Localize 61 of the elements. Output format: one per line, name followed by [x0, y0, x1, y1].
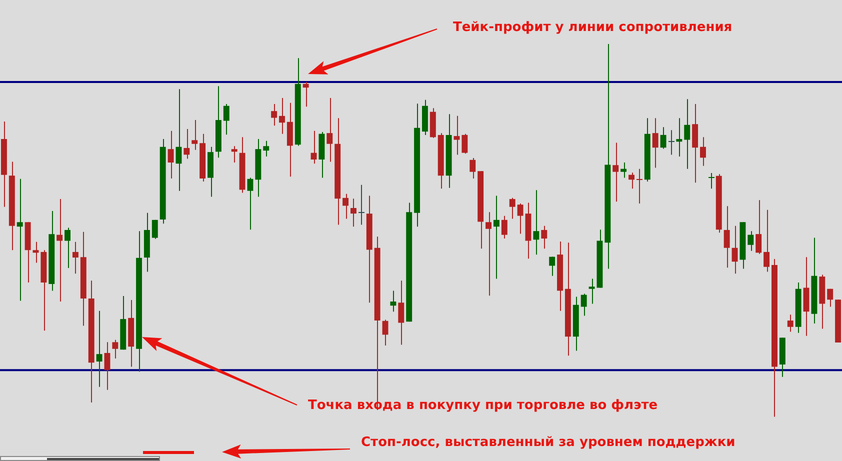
candlestick [620, 162, 627, 178]
candlestick [152, 219, 158, 240]
candlestick [192, 120, 198, 150]
candlestick [636, 168, 643, 204]
candlestick [493, 195, 500, 280]
candlestick [176, 88, 182, 192]
candlestick [486, 212, 492, 296]
candlestick [271, 104, 278, 126]
candlestick [756, 200, 762, 254]
candlestick [398, 280, 404, 346]
candlestick [668, 130, 675, 156]
candlestick [358, 184, 365, 226]
candlestick [56, 198, 63, 302]
candlestick [342, 193, 349, 220]
candlestick [827, 288, 834, 308]
candlestick [787, 314, 794, 332]
candlestick [64, 227, 70, 268]
candlestick [580, 293, 587, 316]
text: Тейк-профит у линии сопротивления [453, 20, 732, 35]
candlestick [168, 130, 174, 180]
candlestick [764, 209, 770, 272]
candlestick [104, 342, 110, 390]
text: Стоп-лосс, выставленный за уровнем поддержки [361, 435, 736, 450]
candlestick [350, 198, 356, 228]
candlestick [652, 118, 658, 168]
candlestick [692, 104, 698, 184]
candlestick [509, 197, 516, 220]
candlestick [501, 215, 508, 240]
candlestick [454, 115, 460, 156]
candlestick [533, 190, 540, 256]
candlestick [231, 146, 238, 164]
candlestick [708, 172, 715, 190]
candlestick [676, 118, 682, 158]
candlestick [16, 178, 23, 302]
candlestick [326, 98, 333, 162]
candlestick [612, 142, 619, 202]
candlestick [700, 136, 706, 166]
candlestick [748, 230, 754, 252]
candlestick [302, 82, 309, 108]
candlestick [286, 102, 293, 178]
candlestick [732, 225, 738, 274]
candlestick [724, 206, 730, 268]
candlestick [96, 310, 102, 388]
candlestick [462, 133, 468, 154]
candlestick [803, 256, 810, 336]
candlestick [660, 126, 666, 150]
candlestick [549, 256, 556, 276]
candlestick [279, 98, 285, 134]
candlestick [184, 128, 190, 160]
candlestick [684, 98, 690, 170]
candlestick [223, 104, 230, 136]
candlestick [247, 177, 254, 230]
candlestick [390, 290, 396, 312]
candlestick [112, 339, 118, 360]
candlestick [470, 158, 476, 180]
candlestick [628, 172, 634, 190]
candlestick [517, 203, 524, 234]
candlestick [72, 241, 78, 274]
candlestick [263, 140, 270, 158]
candlestick [541, 225, 548, 250]
candlestick [382, 319, 388, 346]
